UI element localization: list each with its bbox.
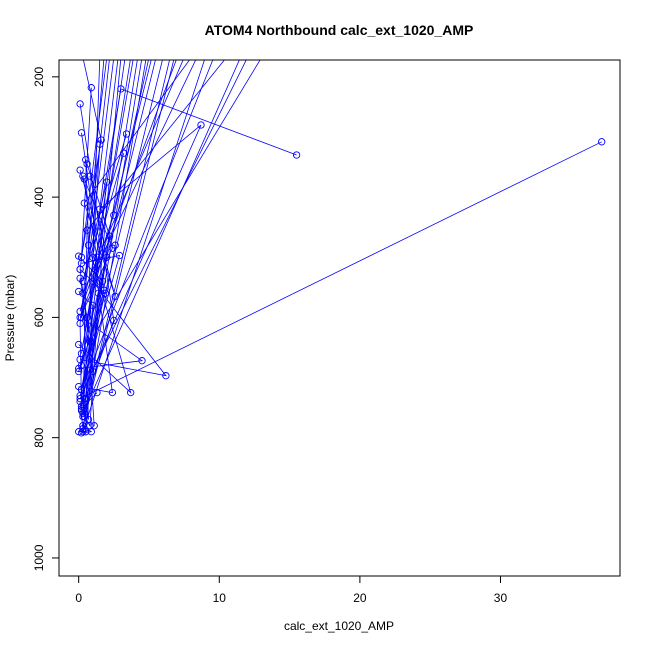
data-point [80,175,88,183]
plot-frame [58,59,621,577]
data-point [76,265,84,273]
series-29 [76,60,110,413]
data-point [77,385,86,394]
series-line [78,60,152,433]
y-tick-label: 800 [32,427,46,447]
data-point [292,151,301,159]
data-point [83,160,91,168]
data-point [77,429,86,437]
y-tick-label: 600 [32,307,46,327]
x-axis-label: calc_ext_1020_AMP [284,619,394,633]
data-point [82,428,90,436]
x-tick-label: 20 [353,591,367,605]
x-tick-label: 30 [494,591,508,605]
series-30 [77,60,214,436]
data-point [197,121,205,129]
data-point [75,287,83,296]
series-layer [75,60,606,437]
data-point [75,364,83,373]
data-point [162,372,170,380]
data-point [76,319,84,328]
series-line [81,60,214,432]
data-point [76,355,84,364]
data-point [138,357,146,365]
series-line [81,60,163,390]
series-line [82,60,261,342]
data-point [90,422,98,430]
y-tick-label: 1000 [32,544,46,571]
y-tick-label: 200 [32,67,46,87]
data-point [87,84,95,92]
y-axis-label: Pressure (mbar) [3,275,17,362]
series-line [79,60,110,410]
data-point [76,274,84,282]
data-point [94,289,103,297]
series-line [92,60,297,258]
data-point [87,337,95,346]
data-point [83,313,91,322]
series-line [78,60,144,369]
data-point [96,277,104,285]
data-point [127,388,135,397]
series-line [82,60,184,420]
data-point [111,241,119,249]
x-tick-label: 10 [213,591,227,605]
data-point [598,138,606,146]
data-point [115,251,124,260]
data-point [108,388,117,397]
data-point [76,166,84,174]
series-1 [76,60,606,403]
series-line [82,60,240,414]
series-line [81,60,122,428]
series-line [82,60,225,417]
data-point [77,405,86,413]
series-line [79,60,602,400]
series-line [80,60,167,377]
data-point [75,252,83,260]
y-tick-label: 400 [32,187,46,207]
data-point [76,100,84,108]
data-point [87,428,95,436]
x-tick-label: 0 [75,591,82,605]
data-point [77,129,86,137]
series-line [79,60,147,429]
data-point [93,388,101,397]
data-point [82,156,90,164]
chart-title: ATOM4 Northbound calc_ext_1020_AMP [205,22,474,38]
data-point [122,130,131,138]
data-point [75,340,83,349]
